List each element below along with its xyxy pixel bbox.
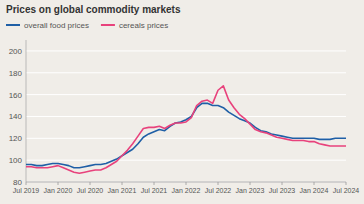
- y-tick-label: 120: [9, 134, 23, 143]
- x-tick-label: Jan 2023: [236, 187, 265, 194]
- x-tick-label: Jan 2022: [172, 187, 201, 194]
- x-tick: [186, 182, 187, 185]
- legend-label: cereals prices: [119, 21, 168, 30]
- x-tick-label: Jul 2023: [269, 187, 296, 194]
- x-tick: [26, 182, 27, 185]
- legend-swatch: [6, 24, 20, 26]
- background: [0, 0, 364, 204]
- legend-item: cereals prices: [101, 21, 168, 30]
- x-tick-label: Jul 2021: [141, 187, 168, 194]
- series-line: [26, 103, 346, 167]
- grid-line: [26, 160, 346, 161]
- legend: overall food prices cereals prices: [6, 21, 168, 30]
- y-axis-line: [26, 40, 27, 182]
- x-tick-label: Jul 2020: [77, 187, 104, 194]
- x-tick: [218, 182, 219, 185]
- x-tick: [346, 182, 347, 185]
- title: Prices on global commodity markets: [6, 4, 181, 15]
- legend-swatch: [101, 24, 115, 26]
- y-tick-label: 180: [9, 69, 23, 78]
- x-tick: [250, 182, 251, 185]
- grid: [26, 51, 346, 182]
- x-tick: [58, 182, 59, 185]
- y-tick-label: 160: [9, 91, 23, 100]
- x-tick: [282, 182, 283, 185]
- series-line: [26, 86, 346, 173]
- x-tick-label: Jan 2024: [300, 187, 329, 194]
- x-tick: [90, 182, 91, 185]
- x-tick: [154, 182, 155, 185]
- y-tick-label: 200: [9, 47, 23, 56]
- x-tick-label: Jul 2019: [13, 187, 40, 194]
- legend-label: overall food prices: [24, 21, 89, 30]
- chart: 80 100 120 140 160 180 200 Jul 2019 Jan 2020 Jul …: [0, 0, 364, 204]
- lines: [26, 86, 346, 173]
- x-tick-label: Jan 2021: [108, 187, 137, 194]
- x-tick-label: Jul 2022: [205, 187, 232, 194]
- y-tick-label: 100: [9, 156, 23, 165]
- y-tick-label: 140: [9, 112, 23, 121]
- grid-line: [26, 50, 346, 51]
- x-tick-label: Jul 2024: [333, 187, 360, 194]
- y-tick-label: 80: [13, 178, 22, 187]
- legend-item: overall food prices: [6, 21, 89, 30]
- x-tick: [314, 182, 315, 185]
- x-tick: [122, 182, 123, 185]
- grid-line: [26, 72, 346, 73]
- grid-line: [26, 116, 346, 117]
- grid-line: [26, 94, 346, 95]
- x-tick-label: Jan 2020: [44, 187, 73, 194]
